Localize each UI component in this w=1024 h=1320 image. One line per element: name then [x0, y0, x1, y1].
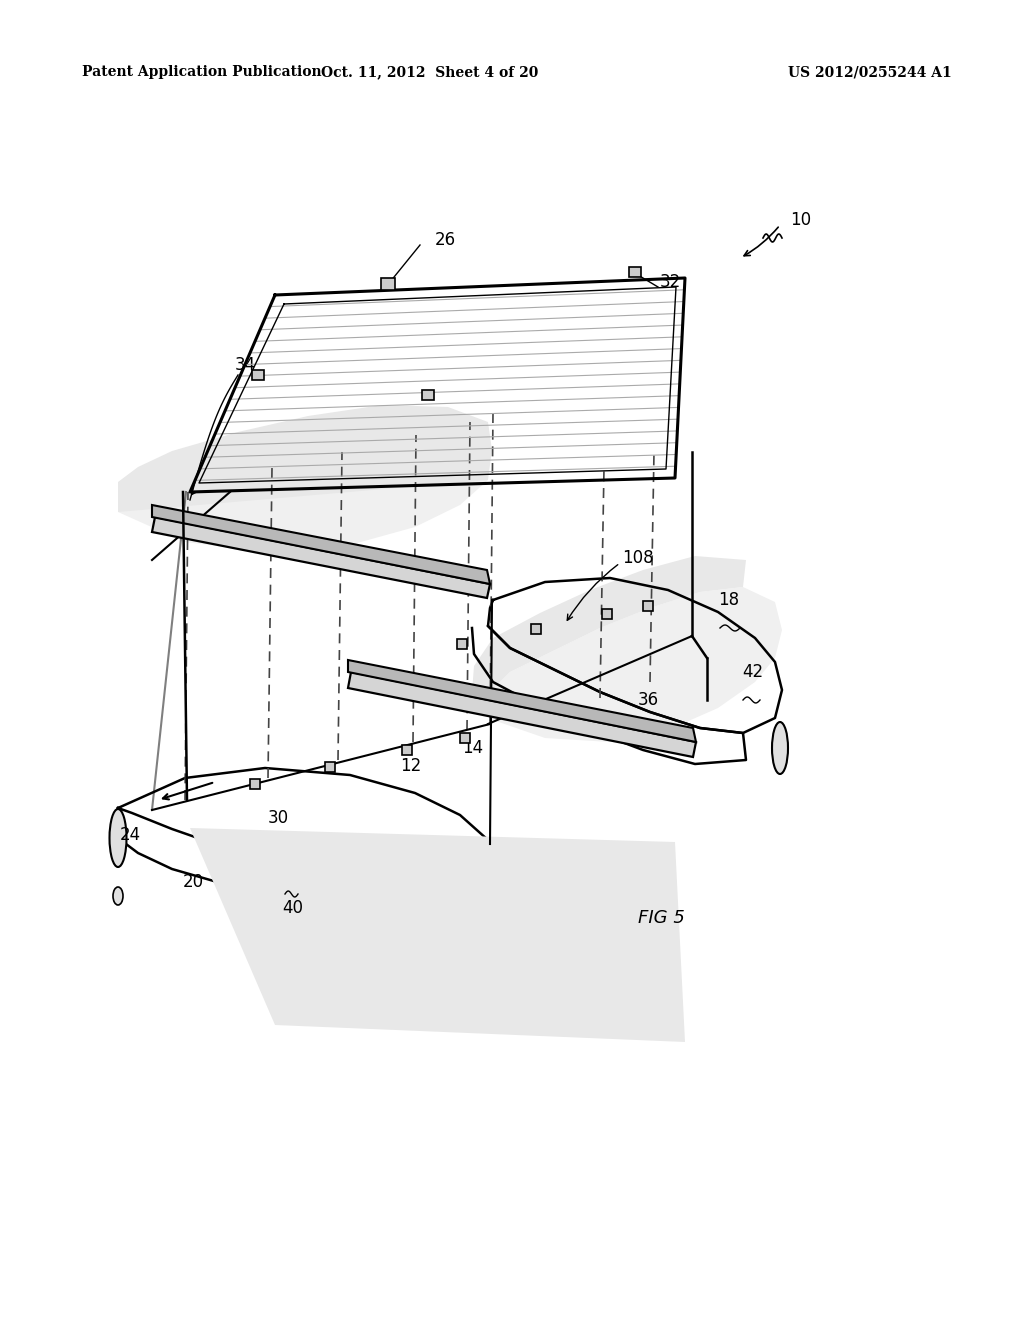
Polygon shape [402, 744, 412, 755]
Polygon shape [118, 405, 492, 512]
Polygon shape [325, 762, 335, 772]
Polygon shape [252, 370, 264, 380]
Text: 14: 14 [462, 739, 483, 756]
Text: US 2012/0255244 A1: US 2012/0255244 A1 [788, 65, 952, 79]
Text: Oct. 11, 2012  Sheet 4 of 20: Oct. 11, 2012 Sheet 4 of 20 [322, 65, 539, 79]
Text: 18: 18 [718, 591, 739, 609]
Text: 108: 108 [622, 549, 653, 568]
Polygon shape [643, 601, 653, 611]
Text: 30: 30 [598, 717, 620, 735]
Polygon shape [118, 437, 488, 552]
Polygon shape [190, 828, 685, 1041]
Polygon shape [460, 733, 470, 743]
Text: 24: 24 [120, 826, 141, 843]
Polygon shape [152, 506, 490, 583]
Polygon shape [602, 609, 612, 619]
Polygon shape [348, 660, 696, 742]
Text: 12: 12 [400, 756, 421, 775]
Polygon shape [531, 624, 541, 634]
Ellipse shape [772, 722, 788, 774]
Ellipse shape [110, 809, 127, 867]
Ellipse shape [113, 887, 123, 906]
Polygon shape [348, 672, 696, 756]
Text: 40: 40 [282, 899, 303, 917]
Text: 36: 36 [638, 690, 659, 709]
Text: Patent Application Publication: Patent Application Publication [82, 65, 322, 79]
Polygon shape [422, 389, 434, 400]
Polygon shape [472, 556, 746, 694]
Text: 34: 34 [234, 356, 256, 374]
Polygon shape [457, 639, 467, 649]
Text: 30: 30 [268, 809, 289, 828]
Text: 20: 20 [183, 873, 204, 891]
Text: 26: 26 [435, 231, 456, 249]
Text: 42: 42 [742, 663, 763, 681]
Text: FIG 5: FIG 5 [638, 909, 685, 927]
Polygon shape [152, 517, 490, 598]
Text: 10: 10 [790, 211, 811, 228]
Polygon shape [381, 279, 395, 290]
Polygon shape [629, 267, 641, 277]
Polygon shape [250, 779, 260, 789]
Polygon shape [488, 587, 782, 742]
Text: 32: 32 [660, 273, 681, 290]
